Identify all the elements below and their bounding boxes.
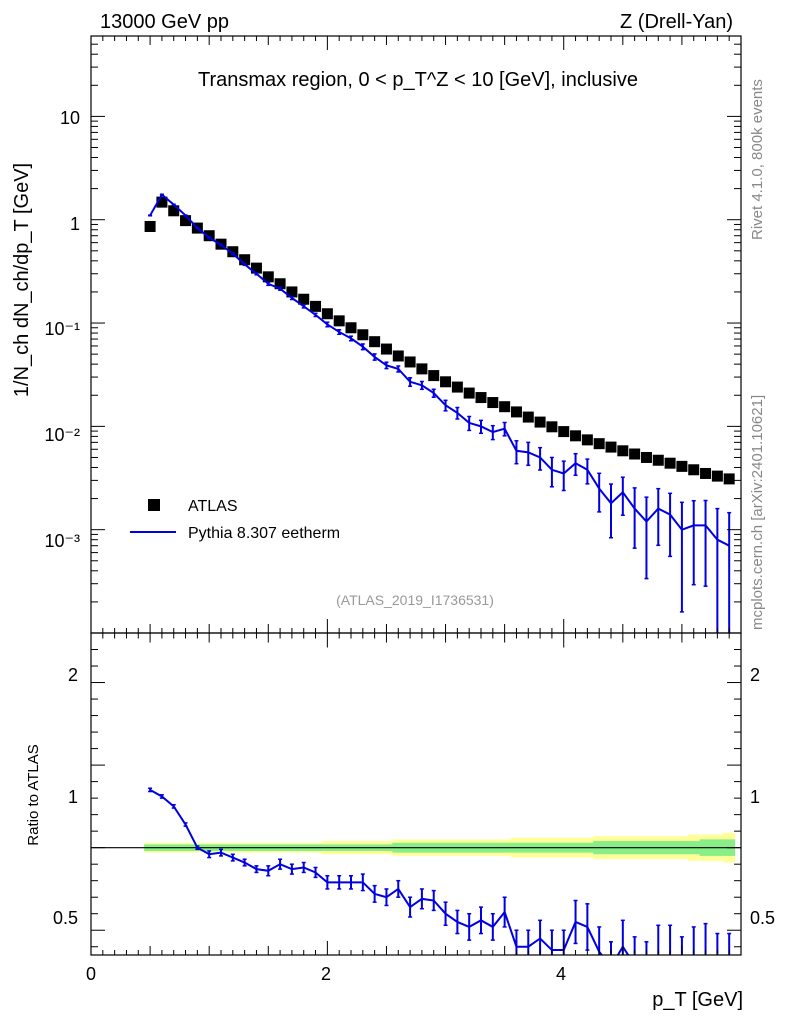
atlas-data-point [546, 421, 558, 433]
y-axis-label: 1/N_ch dN_ch/dp_T [GeV] [11, 163, 33, 397]
y-tick-label: 1 [70, 214, 80, 234]
atlas-data-point [262, 271, 274, 283]
atlas-data-point [144, 220, 156, 232]
atlas-data-point [416, 363, 428, 375]
atlas-data-point [250, 262, 262, 274]
x-axis-label: p_T [GeV] [652, 989, 743, 1011]
y-tick-label: 10⁻¹ [44, 319, 80, 339]
atlas-data-point [700, 467, 712, 479]
atlas-data-point [688, 464, 700, 476]
atlas-data-point [664, 457, 676, 469]
atlas-data-point [274, 278, 286, 290]
atlas-data-point [227, 246, 239, 258]
atlas-data-point [345, 322, 357, 334]
atlas-data-point [180, 215, 192, 227]
atlas-data-point [298, 293, 310, 305]
main-panel-frame [90, 35, 742, 634]
atlas-data-point [676, 460, 688, 472]
pythia-ratio-line [149, 788, 630, 955]
atlas-data-point [711, 470, 723, 482]
atlas-data-point [487, 397, 499, 409]
process-label: Z (Drell-Yan) [620, 11, 733, 33]
atlas-data-point [239, 254, 251, 266]
atlas-data-point [581, 434, 593, 446]
atlas-data-point [168, 205, 180, 217]
atlas-data-point [333, 315, 345, 327]
atlas-data-point [570, 430, 582, 442]
y-tick-label: 10⁻³ [44, 531, 80, 551]
x-tick-label: 0 [86, 964, 96, 984]
atlas-data-point [723, 473, 735, 485]
legend-atlas-marker [148, 499, 160, 511]
atlas-data-point [510, 406, 522, 418]
atlas-data-point [369, 336, 381, 348]
energy-label: 13000 GeV pp [100, 11, 229, 33]
atlas-data-point [380, 343, 392, 355]
atlas-data-point [475, 392, 487, 404]
atlas-data-point [310, 300, 322, 312]
atlas-data-point [629, 448, 641, 460]
atlas-data-point [617, 445, 629, 457]
atlas-data-point [203, 230, 215, 242]
ratio-tick-label-right: 1 [750, 787, 760, 807]
atlas-data-point [428, 370, 440, 382]
atlas-data-point [652, 454, 664, 466]
atlas-data-point [558, 426, 570, 438]
atlas-data-point [392, 350, 404, 362]
ratio-axis-label: Ratio to ATLAS [25, 744, 42, 845]
atlas-data-point [440, 376, 452, 388]
plot-title: Transmax region, 0 < p_T^Z < 10 [GeV], i… [198, 69, 638, 91]
legend-atlas-label: ATLAS [188, 498, 238, 515]
atlas-data-point [463, 387, 475, 399]
x-tick-label: 4 [556, 964, 566, 984]
ratio-panel-frame [90, 632, 742, 956]
atlas-data-point [640, 451, 652, 463]
atlas-data-point [156, 196, 168, 208]
ratio-tick-label-right: 2 [750, 665, 760, 685]
analysis-id: (ATLAS_2019_I1736531) [336, 592, 494, 608]
atlas-data-point [522, 411, 534, 423]
ratio-tick-label: 2 [68, 665, 78, 685]
source-label: mcplots.cern.ch [arXiv:2401.10621] [749, 395, 766, 630]
legend-pythia-label: Pythia 8.307 eetherm [188, 525, 340, 542]
atlas-data-point [605, 441, 617, 453]
atlas-data-point [321, 308, 333, 320]
y-tick-label: 10 [60, 108, 80, 128]
ratio-tick-label: 0.5 [53, 908, 78, 928]
ratio-tick-label-right: 0.5 [750, 908, 775, 928]
atlas-data-point [593, 438, 605, 450]
rivet-label: Rivet 4.1.0, 800k events [749, 79, 766, 240]
y-tick-label: 10⁻² [44, 425, 80, 445]
atlas-data-point [286, 286, 298, 298]
atlas-data-point [357, 329, 369, 341]
x-tick-label: 2 [321, 964, 331, 984]
atlas-data-point [451, 381, 463, 393]
atlas-data-point [499, 401, 511, 413]
ratio-tick-label: 1 [68, 787, 78, 807]
atlas-data-point [534, 416, 546, 428]
atlas-data-point [404, 356, 416, 368]
